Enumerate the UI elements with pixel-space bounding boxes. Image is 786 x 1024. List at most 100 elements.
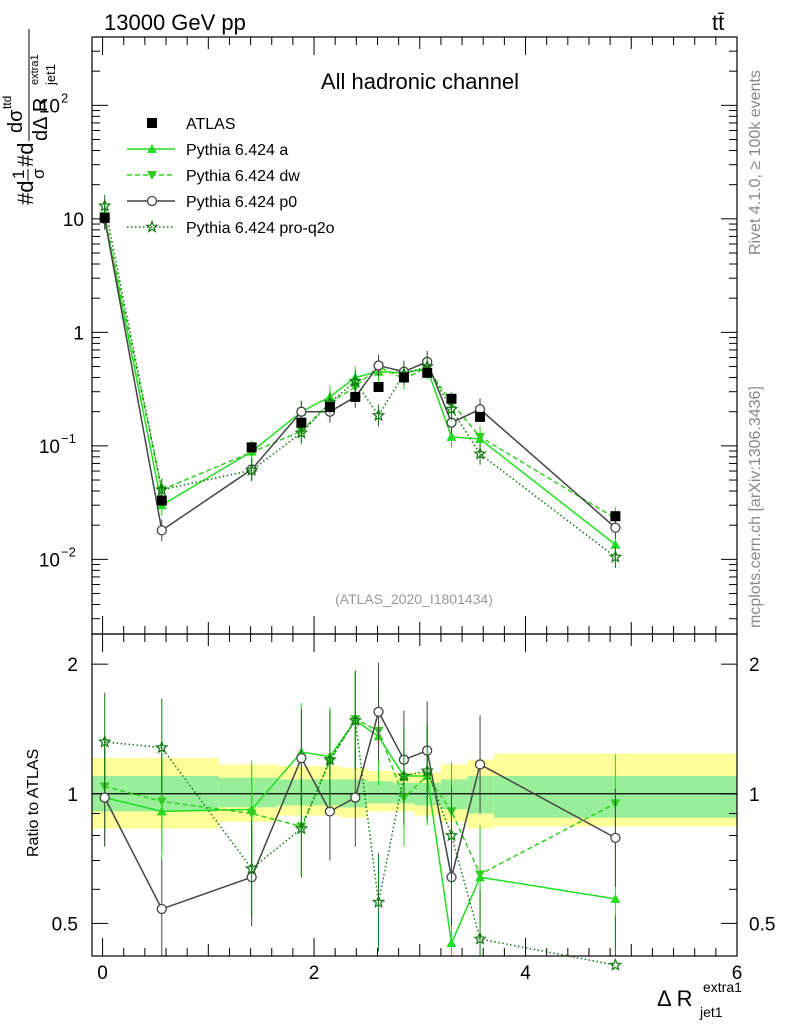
data-point — [155, 482, 169, 496]
x-label-extra1: extra1 — [703, 979, 742, 995]
mcplots-site-label: mcplots.cern.ch [arXiv:1306.3436] — [747, 386, 764, 628]
series-atlas — [99, 212, 621, 522]
y-label-ddeltar: dΔ R — [30, 98, 52, 141]
y-label-hash-d-2: #d — [13, 143, 38, 167]
ratio-data-point — [244, 861, 259, 875]
legend-entry-atlas: ATLAS — [147, 116, 236, 133]
x-label-jet1: jet1 — [699, 1004, 723, 1020]
data-point — [444, 402, 459, 415]
data-point — [610, 511, 621, 522]
y-label-sigma: σ — [29, 168, 48, 179]
analysis-reference: (ATLAS_2020_I1801434) — [335, 591, 493, 607]
main-y-tick-label-exponent: −1 — [61, 431, 76, 446]
ratio-data-point — [397, 768, 411, 782]
ratio-y-tick-label-right: 0.5 — [749, 914, 775, 935]
ratio-band-inner — [467, 775, 494, 814]
main-y-axis-label: #d 1 σ #d dσ ttd dΔ R jet1 extra1 — [0, 29, 58, 205]
legend-label-pythia-dw: Pythia 6.424 dw — [186, 168, 300, 185]
ratio-x-axis-label: Δ R extra1 jet1 — [657, 979, 742, 1020]
data-point — [371, 408, 386, 422]
ratio-data-point — [446, 938, 457, 948]
data-point — [398, 372, 409, 383]
ratio-data-point — [156, 797, 167, 807]
legend-label-pythia-p0: Pythia 6.424 p0 — [186, 194, 297, 211]
ratio-series-line — [104, 718, 616, 876]
ratio-y-tick-label-left: 0.5 — [52, 914, 78, 935]
y-label-ttd: ttd — [0, 96, 14, 109]
ratio-data-point — [155, 740, 169, 754]
main-y-tick-label: 10 — [63, 210, 84, 231]
data-point — [373, 360, 384, 371]
ratio-data-point — [610, 893, 621, 903]
series-line — [103, 218, 616, 532]
data-point — [156, 525, 167, 536]
series-line — [103, 218, 616, 546]
ratio-panel: 0.5 0.5 1 1 2 2 0 2 4 6 Ratio to ATLAS Δ R extra1… — [25, 633, 776, 1020]
ratio-x-tick-label: 4 — [520, 963, 531, 984]
legend-marker-pythia-p0 — [146, 195, 158, 207]
x-label-delta-r: Δ R — [657, 986, 692, 1011]
ratio-data-point — [294, 821, 309, 835]
energy-label: 13000 GeV pp — [104, 10, 246, 35]
ratio-data-point — [373, 706, 384, 717]
ratio-data-point — [97, 734, 112, 748]
ratio-y-axis-label: Ratio to ATLAS — [25, 749, 42, 857]
ratio-y-tick-label-right: 2 — [749, 655, 760, 676]
data-point — [475, 411, 486, 422]
ratio-data-point — [323, 752, 337, 766]
data-point — [422, 367, 433, 378]
ratio-frame — [91, 633, 738, 957]
series-pythia-6-424-a — [99, 207, 621, 556]
data-point — [373, 382, 384, 393]
ratio-data-point — [444, 828, 459, 842]
data-point — [244, 463, 259, 477]
ratio-y-tick-label-left: 1 — [67, 785, 78, 806]
legend: ATLAS Pythia 6.424 a Pythia 6.424 dw Pyt… — [127, 116, 335, 237]
ratio-band-inner — [366, 781, 394, 804]
main-y-tick-label: 1 — [73, 323, 84, 344]
ratio-band-inner — [440, 779, 468, 810]
main-y-tick-label-power: 10 −1 — [39, 431, 76, 458]
ratio-data-point — [610, 832, 621, 844]
data-point — [608, 549, 623, 563]
ratio-series-layer — [97, 662, 623, 971]
data-point — [156, 495, 167, 506]
chart-title: All hadronic channel — [321, 69, 519, 94]
ratio-data-point — [350, 792, 361, 803]
legend-entry-pythia-a: Pythia 6.424 a — [127, 142, 288, 159]
series-pythia-6-424-p0 — [99, 207, 621, 542]
main-y-tick-label-base: 10 — [39, 550, 60, 571]
rivet-version-label: Rivet 4.1.0, ≥ 100k events — [747, 70, 764, 255]
main-series-layer — [97, 194, 623, 568]
ratio-data-point — [608, 957, 623, 971]
ratio-data-point — [420, 763, 434, 777]
series-pythia-6-424-dw — [99, 204, 621, 530]
data-point — [97, 198, 112, 212]
ratio-x-tick-label: 6 — [732, 963, 743, 984]
ratio-data-point — [371, 895, 386, 909]
ratio-x-tick-label: 0 — [97, 963, 108, 984]
ratio-x-tick-label: 2 — [309, 963, 320, 984]
ratio-data-point — [246, 809, 257, 819]
data-point — [350, 391, 361, 402]
legend-entry-pythia-pro-q2o: Pythia 6.424 pro-q2o — [127, 219, 335, 237]
ratio-data-point — [475, 870, 486, 880]
main-y-tick-label-base: 10 — [39, 437, 60, 458]
data-point — [610, 522, 621, 533]
legend-entry-pythia-p0: Pythia 6.424 p0 — [127, 194, 297, 211]
y-label-jet1: jet1 — [43, 64, 58, 86]
y-label-extra1: extra1 — [29, 54, 41, 85]
main-y-tick-label-exponent: −2 — [61, 544, 76, 559]
ratio-data-point — [156, 903, 167, 915]
main-y-tick-label-power: 10 2 — [39, 90, 68, 117]
ratio-series-pythia-6-424-pro-q2o — [97, 671, 623, 971]
ratio-data-point — [473, 931, 487, 945]
ratio-tick-labels: 0.5 0.5 1 1 2 2 0 2 4 6 — [52, 655, 776, 984]
y-label-numerator-one: 1 — [9, 170, 28, 179]
legend-label-pythia-a: Pythia 6.424 a — [186, 142, 288, 159]
ratio-data-point — [296, 752, 307, 764]
ratio-y-tick-label-right: 1 — [749, 785, 760, 806]
process-label: tt̄ — [712, 10, 724, 35]
ratio-uncertainty-bands — [92, 753, 737, 829]
